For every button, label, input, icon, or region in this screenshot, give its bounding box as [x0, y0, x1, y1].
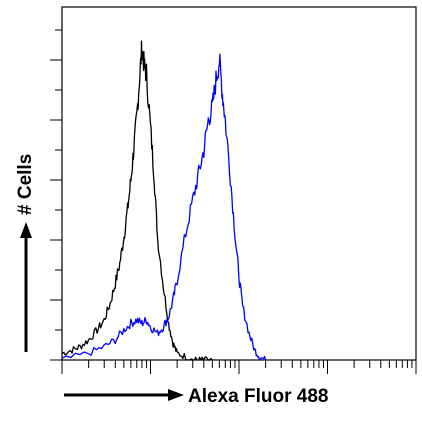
series-group	[61, 40, 267, 361]
series-line-1	[61, 53, 267, 361]
x-axis-label: Alexa Fluor 488	[188, 386, 328, 407]
y-axis-label: # Cells	[15, 154, 36, 215]
y-axis-arrow	[20, 222, 32, 352]
x-axis-ticks	[61, 360, 417, 374]
x-axis-arrow	[64, 389, 184, 401]
series-line-0	[61, 40, 213, 361]
y-axis-ticks	[50, 29, 62, 361]
plot-frame	[61, 6, 417, 361]
